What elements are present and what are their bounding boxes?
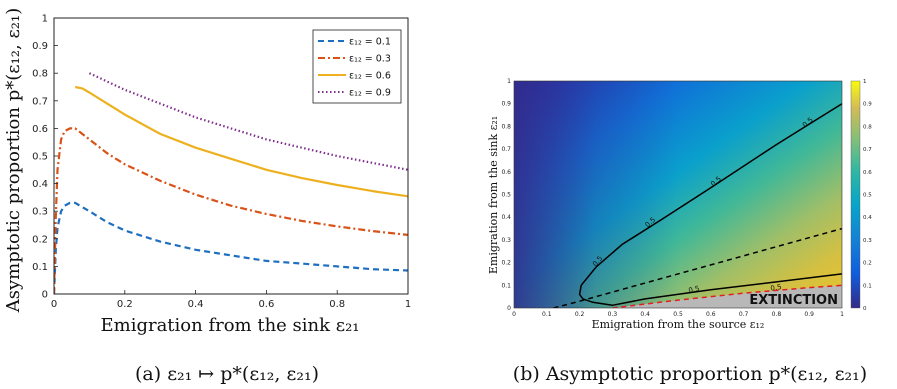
colorbar-tick-label: 0.1	[863, 283, 872, 289]
legend-label-0: ε₁₂ = 0.1	[349, 37, 391, 48]
x-tick-label: 1	[405, 299, 411, 310]
heatmap-xlabel: Emigration from the source ε₁₂	[592, 318, 765, 331]
x-tick-label: 0.4	[188, 299, 204, 310]
heatmap-x-tick-label: 0.4	[640, 311, 650, 318]
colorbar-tick-label: 0	[863, 306, 867, 312]
heatmap-x-tick-label: 0	[512, 311, 516, 318]
heatmap-chart: 0.50.50.50.50.5 0.5 EXTINCTION 0 0.1 0.2 0.3…	[487, 78, 872, 331]
heatmap-x-tick-label: 0.8	[772, 311, 782, 318]
colorbar-tick-label: 0.5	[863, 193, 872, 199]
caption-b: (b) Asymptotic proportion p*(ε₁₂, ε₂₁)	[513, 363, 867, 385]
x-tick-label: 0.8	[329, 299, 345, 310]
line-chart: 0 0.1 0.2 0.3 0.4 0.5 0.6 0.7 0.8 0.9 1 0 0.2 0.4 0.6…	[3, 8, 411, 336]
heatmap-y-tick-label: 0.9	[501, 101, 511, 108]
heatmap-ylabel: Emigration from the sink ε₂₁	[487, 116, 500, 274]
line-chart-xlabel: Emigration from the sink ε₂₁	[100, 315, 359, 336]
heatmap-y-tick-label: 0.4	[501, 214, 511, 221]
heatmap-x-tick-label: 0.7	[739, 311, 749, 318]
heatmap-y-tick-label: 1	[507, 78, 511, 85]
y-tick-label: 0.6	[32, 124, 48, 135]
y-tick-label: 0.9	[32, 41, 48, 52]
colorbar-tick-label: 0.8	[863, 124, 872, 130]
x-tick-label: 0	[51, 299, 57, 310]
y-tick-label: 0.3	[32, 207, 48, 218]
y-tick-label: 0.5	[32, 152, 48, 163]
line-chart-ylabel: Asymptotic proportion p*(ε₁₂, ε₂₁)	[3, 8, 24, 313]
caption-a: (a) ε₂₁ ↦ p*(ε₁₂, ε₂₁)	[135, 363, 319, 385]
heatmap-x-tick-label: 1	[840, 311, 844, 318]
series-line-2	[74, 85, 408, 198]
y-tick-label: 0.7	[32, 96, 48, 107]
heatmap-x-tick-label: 0.1	[542, 311, 552, 318]
heatmap-x-tick-label: 0.6	[706, 311, 716, 318]
heatmap-frame	[513, 80, 843, 309]
x-tick-label: 0.6	[258, 299, 274, 310]
legend-label-1: ε₁₂ = 0.3	[349, 54, 391, 65]
legend-label-3: ε₁₂ = 0.9	[349, 88, 391, 99]
line-chart-legend: ε₁₂ = 0.1 ε₁₂ = 0.3 ε₁₂ = 0.6 ε₁₂ = 0.9	[312, 29, 402, 104]
heatmap-x-tick-label: 0.9	[804, 311, 814, 318]
colorbar	[850, 80, 861, 309]
series-line-0	[54, 201, 408, 294]
colorbar-tick-label: 0.9	[863, 102, 872, 108]
heatmap-y-tick-label: 0.1	[501, 282, 511, 289]
contour-line-2	[612, 284, 842, 308]
colorbar-tick-label: 0.7	[863, 147, 872, 153]
y-tick-label: 0.2	[32, 234, 48, 245]
legend-label-2: ε₁₂ = 0.6	[349, 71, 391, 82]
extinction-label: EXTINCTION	[749, 293, 838, 308]
colorbar-tick-label: 1	[863, 79, 867, 85]
contour-label: 0.5	[770, 283, 782, 293]
contour-label: 0.5	[688, 285, 701, 295]
heatmap-y-tick-label: 0.6	[501, 169, 511, 176]
heatmap-x-tick-label: 0.5	[673, 311, 683, 318]
colorbar-tick-label: 0.6	[863, 170, 872, 176]
heatmap-y-tick-label: 0.5	[501, 192, 511, 199]
contour-line-0	[578, 103, 842, 307]
extinction-region	[612, 285, 842, 308]
contour-line-1	[553, 227, 842, 308]
y-tick-label: 0.4	[32, 179, 48, 190]
colorbar-tick-label: 0.3	[863, 238, 872, 244]
colorbar-tick-label: 0.4	[863, 215, 872, 221]
heatmap-y-tick-label: 0.8	[501, 123, 511, 130]
heatmap-y-tick-label: 0.3	[501, 237, 511, 244]
y-tick-label: 0	[42, 290, 48, 301]
y-tick-label: 0.1	[32, 262, 48, 273]
heatmap-y-tick-label: 0	[507, 305, 511, 312]
heatmap-y-tick-label: 0.7	[501, 146, 511, 153]
y-tick-label: 1	[42, 14, 48, 25]
x-tick-label: 0.2	[117, 299, 133, 310]
colorbar-tick-label: 0.2	[863, 261, 872, 267]
heatmap-x-tick-label: 0.2	[575, 311, 585, 318]
heatmap-y-tick-label: 0.2	[501, 260, 511, 267]
y-tick-label: 0.8	[32, 69, 48, 80]
heatmap-x-tick-label: 0.3	[608, 311, 618, 318]
series-line-1	[54, 127, 408, 294]
